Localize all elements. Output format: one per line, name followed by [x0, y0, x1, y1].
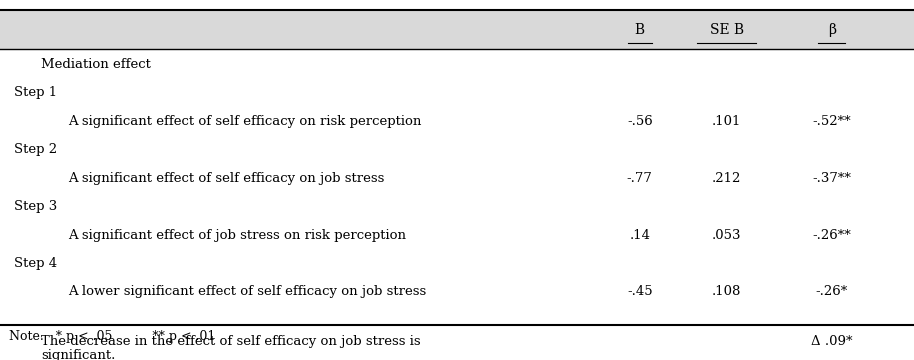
Text: B: B — [634, 23, 645, 36]
Text: -.45: -.45 — [627, 285, 653, 298]
Text: Step 2: Step 2 — [14, 143, 57, 156]
FancyBboxPatch shape — [0, 10, 914, 49]
Text: A significant effect of self efficacy on job stress: A significant effect of self efficacy on… — [69, 172, 385, 185]
Text: .101: .101 — [712, 114, 741, 128]
Text: Step 4: Step 4 — [14, 257, 57, 270]
Text: -.52**: -.52** — [813, 114, 851, 128]
Text: Step 3: Step 3 — [14, 200, 57, 213]
Text: .108: .108 — [712, 285, 741, 298]
Text: SE B: SE B — [709, 23, 744, 36]
Text: A significant effect of self efficacy on risk perception: A significant effect of self efficacy on… — [69, 114, 422, 128]
Text: A lower significant effect of self efficacy on job stress: A lower significant effect of self effic… — [69, 285, 427, 298]
Text: .14: .14 — [630, 229, 650, 242]
Text: A significant effect of job stress on risk perception: A significant effect of job stress on ri… — [69, 229, 407, 242]
Text: -.77: -.77 — [627, 172, 653, 185]
Text: -.26**: -.26** — [813, 229, 851, 242]
Text: .053: .053 — [712, 229, 741, 242]
Text: Step 1: Step 1 — [14, 86, 57, 99]
Text: .212: .212 — [712, 172, 741, 185]
Text: significant.: significant. — [41, 348, 115, 360]
Text: -.56: -.56 — [627, 114, 653, 128]
Text: -.37**: -.37** — [813, 172, 851, 185]
Text: The decrease in the effect of self efficacy on job stress is: The decrease in the effect of self effic… — [41, 335, 420, 348]
Text: Note.   * p < .05          ** p < .01: Note. * p < .05 ** p < .01 — [9, 330, 216, 343]
Text: -.26*: -.26* — [815, 285, 848, 298]
Text: Δ .09*: Δ .09* — [811, 335, 853, 348]
Text: β: β — [828, 23, 835, 36]
Text: Mediation effect: Mediation effect — [41, 58, 151, 71]
